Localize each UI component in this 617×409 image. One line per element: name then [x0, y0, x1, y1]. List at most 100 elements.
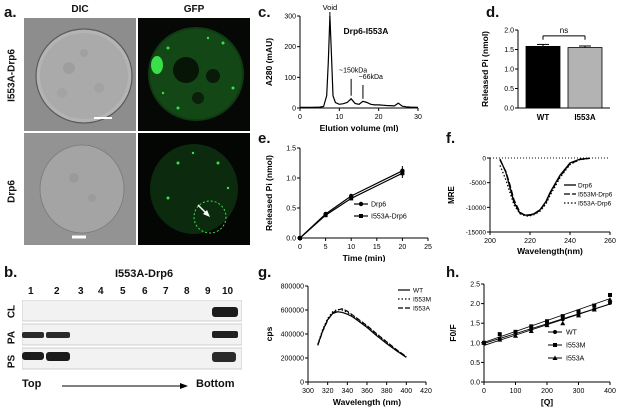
- annotation-150kda: ~150kDa: [339, 68, 367, 75]
- x-axis-label: [Q]: [541, 397, 553, 407]
- y-tick-label: 0.5: [504, 86, 514, 93]
- category-label: WT: [537, 113, 550, 122]
- x-tick-label: 300: [302, 388, 314, 395]
- y-axis-label: A280 (mAU): [264, 38, 274, 86]
- dic-image-drp6: [24, 133, 136, 245]
- y-tick-label: 100: [284, 75, 296, 82]
- gfp-cell-i553a: [148, 27, 244, 121]
- x-tick-label: 240: [564, 238, 576, 245]
- chart-f-circular-dichroism: 200 220 240 260 0 -5000 -10000 -15000 Wavelength…: [447, 156, 616, 257]
- legend-label: WT: [566, 330, 578, 337]
- significance-label: ns: [560, 26, 568, 35]
- data-point: [481, 340, 487, 345]
- y-tick-label: 1.5: [286, 146, 296, 153]
- lane-3: 3: [78, 286, 84, 297]
- annotation-void: Void: [323, 3, 338, 12]
- band-ps-10: [212, 352, 236, 362]
- x-tick-label: 10: [335, 114, 343, 121]
- chart-g-fluorescence-spectra: 300 320 340 360 380 400 420 0 200000 400000 600000…: [264, 284, 432, 408]
- row-label-i553a-drp6: I553A-Drp6: [6, 49, 18, 102]
- x-axis-label: Time (min): [343, 253, 386, 262]
- legend-label: I553A: [566, 356, 585, 363]
- x-tick-label: 100: [510, 388, 522, 395]
- data-point: [528, 328, 534, 334]
- western-blot: [22, 300, 242, 370]
- band-ps-2: [46, 352, 70, 361]
- dic-column-title: DIC: [71, 4, 89, 15]
- x-tick-label: 200: [484, 238, 496, 245]
- y-tick-label: 2.0: [470, 301, 480, 308]
- y-tick-label: 1.5: [504, 47, 514, 54]
- gradient-top-label: Top: [22, 378, 42, 390]
- y-axis-label: cps: [264, 326, 274, 341]
- data-point: [513, 329, 518, 334]
- category-label: I553A: [574, 113, 596, 122]
- y-tick-label: 2.0: [504, 28, 514, 35]
- lane-9: 9: [205, 286, 211, 297]
- y-tick-label: 0.0: [504, 106, 514, 113]
- row-cl: CL: [6, 304, 18, 319]
- x-tick-label: 30: [414, 114, 422, 121]
- panel-c-label: c.: [258, 4, 271, 21]
- x-tick-label: 340: [341, 388, 353, 395]
- gfp-cell-drp6: [150, 144, 238, 234]
- dic-cell-i553a: [35, 28, 133, 124]
- legend-marker: [553, 343, 557, 347]
- legend-marker: [359, 214, 363, 218]
- x-tick-label: 0: [298, 244, 302, 251]
- y-tick-label: 800000: [281, 284, 304, 291]
- series-line-0: [499, 157, 591, 216]
- data-point: [545, 319, 549, 324]
- data-point: [497, 332, 502, 337]
- y-tick-label: -5000: [469, 180, 486, 187]
- data-point: [591, 306, 597, 312]
- chart-title: Drp6-I553A: [344, 26, 389, 36]
- y-tick-label: 600000: [281, 308, 304, 315]
- series-line-1: [317, 308, 407, 358]
- band-ps-1: [22, 352, 44, 360]
- lane-2: 2: [54, 286, 60, 297]
- dic-image-i553a: [24, 18, 136, 131]
- x-tick-label: 0: [482, 388, 486, 395]
- dic-cell-drp6: [39, 144, 125, 239]
- y-tick-label: -10000: [466, 205, 487, 212]
- series-line-1: [499, 157, 591, 217]
- x-tick-label: 5: [324, 244, 328, 251]
- data-point: [497, 337, 503, 342]
- y-tick-label: 2.5: [470, 282, 480, 289]
- panel-b-title: I553A-Drp6: [115, 268, 174, 280]
- legend-label: Drp6: [371, 202, 386, 209]
- x-tick-label: 380: [381, 388, 393, 395]
- data-point: [608, 292, 612, 297]
- gradient-bottom-label: Bottom: [196, 378, 235, 390]
- band-pa-10: [212, 331, 238, 338]
- data-point: [607, 297, 613, 302]
- panel-d-label: d.: [486, 4, 500, 21]
- legend-marker: [553, 330, 557, 334]
- row-pa: PA: [6, 330, 18, 345]
- data-point: [323, 213, 328, 218]
- x-tick-label: 400: [604, 388, 616, 395]
- y-tick-label: 200000: [281, 356, 304, 363]
- x-tick-label: 15: [373, 244, 381, 251]
- legend-label: I553M: [413, 297, 431, 304]
- panel-g-label: g.: [258, 264, 272, 281]
- panel-a-label: a.: [4, 4, 17, 21]
- x-tick-label: 360: [361, 388, 373, 395]
- legend-label: Drp6: [578, 183, 592, 190]
- x-tick-label: 20: [375, 114, 383, 121]
- series-line-0: [317, 311, 407, 358]
- data-point: [544, 322, 550, 328]
- y-tick-label: 1.5: [470, 321, 480, 328]
- x-tick-label: 20: [399, 244, 407, 251]
- chart-e-time-course: 0 5 10 15 20 25 0.0 0.5 1.0 1.5 Time (min) Released…: [264, 146, 432, 263]
- x-tick-label: 300: [573, 388, 585, 395]
- legend-label: I553A-Drp6: [578, 201, 612, 208]
- panel-e-label: e.: [258, 130, 271, 147]
- gradient-arrow: [62, 383, 188, 389]
- x-axis-label: Wavelength (nm): [333, 397, 401, 407]
- x-tick-label: 25: [424, 244, 432, 251]
- y-tick-label: 0.0: [470, 380, 480, 387]
- gfp-column-title: GFP: [183, 4, 205, 15]
